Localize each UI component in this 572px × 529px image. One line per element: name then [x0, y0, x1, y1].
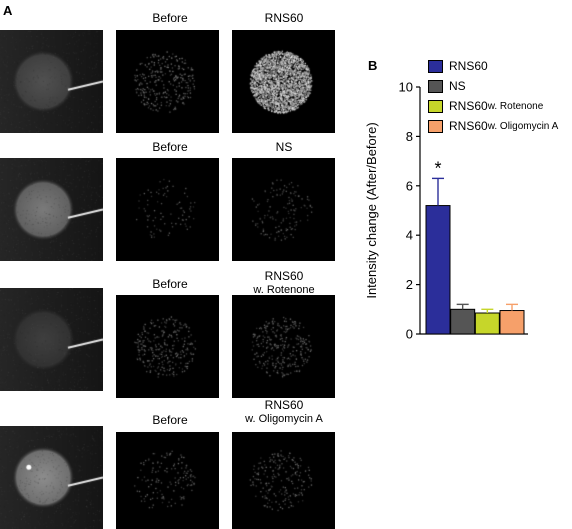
- chart-legend: RNS60 NS RNS60 w. Rotenone RNS60 w. Olig…: [428, 56, 558, 136]
- before-label-row-4: Before: [152, 413, 188, 427]
- raw-image-row-3: [0, 288, 103, 391]
- bar-3: [474, 312, 500, 335]
- legend-item-rns60-rotenone: RNS60 w. Rotenone: [428, 96, 558, 116]
- after-label-row-3: RNS60 w. Rotenone: [253, 269, 315, 297]
- raw-image-row-4: [0, 426, 103, 529]
- after-image-row-4: [232, 432, 335, 529]
- after-image-row-3: [232, 295, 335, 398]
- before-image-row-2: [116, 158, 219, 261]
- before-image-row-1: [116, 30, 219, 133]
- legend-swatch-rotenone: [428, 99, 443, 113]
- y-tick-label: 4: [406, 228, 413, 243]
- legend-label: NS: [449, 79, 466, 93]
- panel-b-label: B: [368, 58, 378, 73]
- y-axis-label: Intensity change (After/Before): [364, 122, 379, 298]
- bar-4: [499, 310, 525, 335]
- y-tick-label: 8: [406, 129, 413, 144]
- after-image-row-1: [232, 30, 335, 133]
- bar-1: [425, 205, 451, 335]
- before-label-row-2: Before: [152, 140, 188, 154]
- after-image-row-2: [232, 158, 335, 261]
- panel-a-label: A: [3, 3, 13, 18]
- significance-marker: *: [434, 158, 441, 178]
- y-tick-label: 6: [406, 178, 413, 193]
- y-tick-label: 0: [406, 327, 413, 342]
- legend-label: RNS60: [449, 99, 488, 113]
- legend-label: RNS60: [449, 59, 488, 73]
- legend-swatch-rns60: [428, 59, 443, 73]
- before-label-row-1: Before: [152, 11, 188, 25]
- after-label-row-1: RNS60: [264, 11, 304, 25]
- legend-item-rns60: RNS60: [428, 56, 558, 76]
- y-tick-label: 2: [406, 277, 413, 292]
- after-label-row-2: NS: [275, 140, 293, 154]
- legend-item-rns60-oligomycin: RNS60 w. Oligomycin A: [428, 116, 558, 136]
- raw-image-row-1: [0, 30, 103, 133]
- legend-swatch-oligomycin: [428, 119, 443, 133]
- intensity-bar-chart: 0 2 4 6 8 10 Intensity change (After/Before) *: [364, 80, 528, 342]
- bar-2: [450, 308, 476, 335]
- legend-swatch-ns: [428, 79, 443, 93]
- before-label-row-3: Before: [152, 277, 188, 291]
- y-tick-label: 10: [399, 80, 413, 95]
- before-image-row-4: [116, 432, 219, 529]
- raw-image-row-2: [0, 158, 103, 261]
- after-label-row-4: RNS60 w. Oligomycin A: [245, 398, 323, 426]
- legend-item-ns: NS: [428, 76, 558, 96]
- legend-label: RNS60: [449, 119, 488, 133]
- before-image-row-3: [116, 295, 219, 398]
